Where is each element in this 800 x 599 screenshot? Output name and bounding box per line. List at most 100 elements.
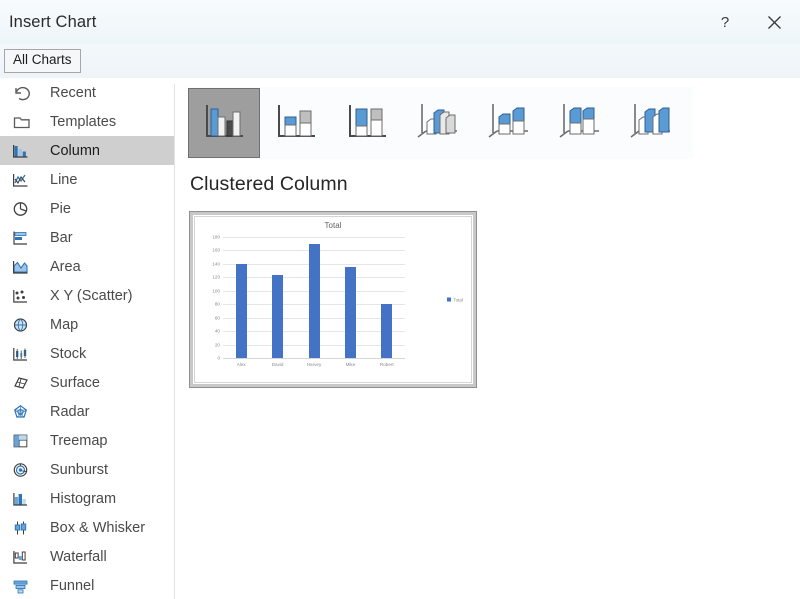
sidebar-item-sunburst[interactable]: Sunburst [0, 455, 174, 484]
sunburst-chart-icon [12, 459, 38, 481]
chart-preview-frame[interactable]: Total 180 160 140 120 100 80 60 40 20 0 [189, 211, 477, 388]
sidebar-item-label: Line [50, 171, 78, 188]
chart-type-stacked-column[interactable] [260, 87, 331, 159]
sidebar-item-bar[interactable]: Bar [0, 223, 174, 252]
sidebar-item-funnel[interactable]: Funnel [0, 571, 174, 599]
sidebar-item-templates[interactable]: Templates [0, 107, 174, 136]
sidebar-item-label: Treemap [50, 432, 108, 449]
treemap-chart-icon [12, 430, 38, 452]
sidebar-item-label: Sunburst [50, 461, 109, 478]
chart-category-sidebar[interactable]: Recent Templates Column [0, 78, 174, 599]
scatter-chart-icon [12, 285, 38, 307]
chart-type-100-stacked-column[interactable] [331, 87, 402, 159]
line-chart-icon [12, 169, 38, 191]
gridline: 180 [212, 235, 405, 240]
tab-strip: All Charts [0, 44, 800, 78]
sidebar-item-treemap[interactable]: Treemap [0, 426, 174, 455]
dialog-body: Recent Templates Column [0, 78, 800, 599]
funnel-chart-icon [12, 575, 38, 597]
bar-group: Alex [223, 237, 259, 367]
sidebar-item-line[interactable]: Line [0, 165, 174, 194]
3d-stacked-column-icon [483, 100, 535, 146]
sidebar-item-label: Histogram [50, 490, 117, 507]
dialog-title-bar: Insert Chart ? [0, 0, 800, 44]
y-axis-tick: 0 [217, 355, 220, 361]
chart-plot-area: 180 160 140 120 100 80 60 40 20 0 Alex [212, 235, 405, 367]
sidebar-item-pie[interactable]: Pie [0, 194, 174, 223]
bar [235, 263, 247, 358]
sidebar-item-recent[interactable]: Recent [0, 78, 174, 107]
chart-title: Total [324, 221, 342, 230]
sidebar-item-label: X Y (Scatter) [50, 287, 133, 304]
sidebar-item-label: Bar [50, 229, 73, 246]
chart-legend: Total [447, 297, 463, 302]
sidebar-item-label: Stock [50, 345, 87, 362]
sidebar-item-box-whisker[interactable]: Box & Whisker [0, 513, 174, 542]
chart-type-clustered-column[interactable] [188, 88, 260, 158]
templates-folder-icon [12, 111, 38, 133]
sidebar-item-label: Pie [50, 200, 71, 217]
sidebar-item-label: Funnel [50, 577, 95, 594]
bar [381, 304, 393, 358]
bar-group: Harvey [296, 237, 332, 367]
3d-100-stacked-column-icon [554, 100, 606, 146]
y-axis-tick: 100 [212, 288, 220, 294]
chart-preview: Total 180 160 140 120 100 80 60 40 20 0 [194, 216, 472, 383]
sidebar-divider [174, 84, 175, 599]
bar-chart-icon [12, 227, 38, 249]
boxwhisker-chart-icon [12, 517, 38, 539]
sidebar-item-stock[interactable]: Stock [0, 339, 174, 368]
chart-type-3d-clustered-column[interactable] [402, 87, 473, 159]
chart-type-3d-100-stacked-column[interactable] [544, 87, 615, 159]
sidebar-item-label: Area [50, 258, 81, 275]
close-x-icon [767, 15, 782, 30]
bar-group: Mike [332, 237, 368, 367]
y-axis-tick: 60 [214, 315, 220, 321]
radar-chart-icon [12, 401, 38, 423]
100-stacked-column-icon [341, 100, 393, 146]
chart-bars: Alex David Harvey Mike [223, 237, 405, 367]
chart-type-3d-column[interactable] [615, 87, 686, 159]
sidebar-item-label: Recent [50, 84, 96, 101]
x-axis-tick: Alex [236, 362, 246, 367]
bar [308, 244, 320, 358]
question-mark-icon: ? [720, 13, 730, 31]
bar-group: Robert [369, 237, 405, 367]
sidebar-item-scatter[interactable]: X Y (Scatter) [0, 281, 174, 310]
sidebar-item-map[interactable]: Map [0, 310, 174, 339]
sidebar-item-radar[interactable]: Radar [0, 397, 174, 426]
sidebar-item-surface[interactable]: Surface [0, 368, 174, 397]
3d-column-icon [625, 100, 677, 146]
sidebar-item-area[interactable]: Area [0, 252, 174, 281]
histogram-chart-icon [12, 488, 38, 510]
sidebar-item-label: Column [50, 142, 100, 159]
clustered-column-icon [198, 100, 250, 146]
x-axis-tick: Robert [379, 362, 394, 367]
sidebar-item-label: Radar [50, 403, 90, 420]
y-axis-tick: 80 [214, 301, 220, 307]
y-axis-tick: 180 [212, 234, 220, 240]
x-axis-tick: David [271, 362, 284, 367]
sidebar-item-label: Box & Whisker [50, 519, 146, 536]
x-axis-tick: Harvey [306, 362, 322, 367]
legend-swatch [447, 297, 452, 302]
bar [344, 267, 356, 358]
y-axis-tick: 40 [214, 328, 220, 334]
sidebar-item-histogram[interactable]: Histogram [0, 484, 174, 513]
help-button[interactable]: ? [702, 0, 748, 44]
sidebar-item-label: Templates [50, 113, 117, 130]
y-axis-tick: 20 [214, 342, 220, 348]
tab-all-charts[interactable]: All Charts [4, 49, 81, 73]
sidebar-item-waterfall[interactable]: Waterfall [0, 542, 174, 571]
sidebar-item-column[interactable]: Column [0, 136, 174, 165]
bar-group: David [259, 237, 295, 367]
sidebar-item-label: Surface [50, 374, 100, 391]
close-button[interactable] [748, 0, 800, 44]
y-axis-tick: 120 [212, 274, 220, 280]
chart-type-3d-stacked-column[interactable] [473, 87, 544, 159]
map-globe-icon [12, 314, 38, 336]
stock-chart-icon [12, 343, 38, 365]
recent-undo-icon [12, 82, 38, 104]
page-title: Insert Chart [9, 12, 97, 31]
3d-clustered-column-icon [412, 100, 464, 146]
